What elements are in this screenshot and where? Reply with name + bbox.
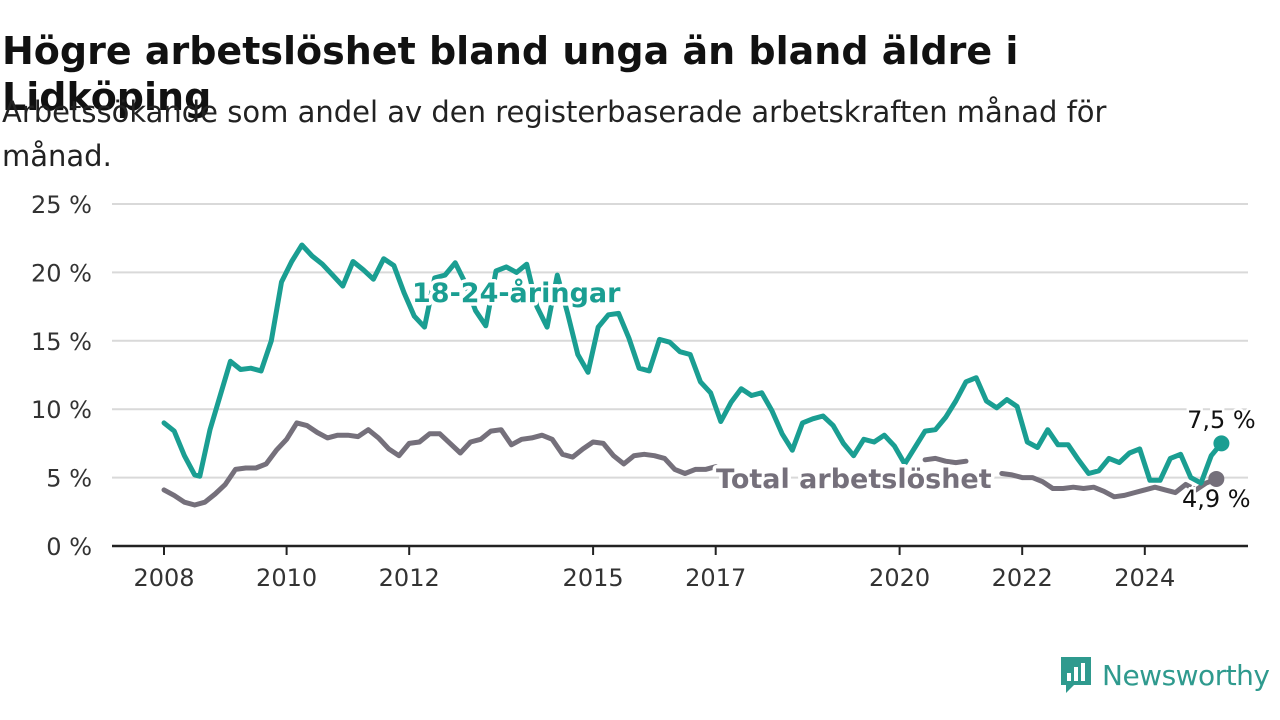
series-label-total: Total arbetslöshet xyxy=(716,464,992,495)
x-tick-label: 2024 xyxy=(1114,564,1175,592)
chart-subtitle: Arbetssökande som andel av den registerb… xyxy=(2,95,1107,173)
x-tick-label: 2022 xyxy=(992,564,1053,592)
series-labels: 18-24-åringar Total arbetslöshet 7,5 % 4,9 … xyxy=(409,274,1259,516)
series-lines xyxy=(161,242,1230,508)
end-label-youth: 7,5 % xyxy=(1187,406,1256,434)
y-tick-label: 25 % xyxy=(31,191,92,219)
series-end-marker xyxy=(1208,470,1225,487)
end-label-total: 4,9 % xyxy=(1182,485,1251,513)
y-tick-label: 15 % xyxy=(31,328,92,356)
chart-title: Högre arbetslöshet bland unga än bland ä… xyxy=(2,29,1019,119)
y-tick-label: 0 % xyxy=(46,533,92,561)
newsworthy-logo[interactable]: Newsworthy xyxy=(1058,654,1270,696)
gridlines xyxy=(112,203,1248,479)
series-end-marker xyxy=(1213,435,1230,452)
brand-name: Newsworthy xyxy=(1102,658,1270,692)
series-line-total xyxy=(161,420,1219,508)
x-tick-label: 2015 xyxy=(563,564,624,592)
x-tick-label: 2017 xyxy=(685,564,746,592)
x-tick-label: 2020 xyxy=(869,564,930,592)
x-tick-label: 2008 xyxy=(133,564,194,592)
series-line-youth xyxy=(161,242,1224,486)
newsworthy-logo-icon xyxy=(1061,657,1091,693)
y-tick-label: 5 % xyxy=(46,465,92,493)
y-tick-label: 10 % xyxy=(31,396,92,424)
x-axis: 2008 2010 2012 2015 2017 2020 2022 2024 xyxy=(112,544,1248,592)
x-tick-label: 2010 xyxy=(256,564,317,592)
y-axis-ticks: 0 % 5 % 10 % 15 % 20 % 25 % xyxy=(31,191,92,561)
series-label-youth: 18-24-åringar xyxy=(412,277,621,309)
y-tick-label: 20 % xyxy=(31,259,92,287)
x-tick-label: 2012 xyxy=(379,564,440,592)
